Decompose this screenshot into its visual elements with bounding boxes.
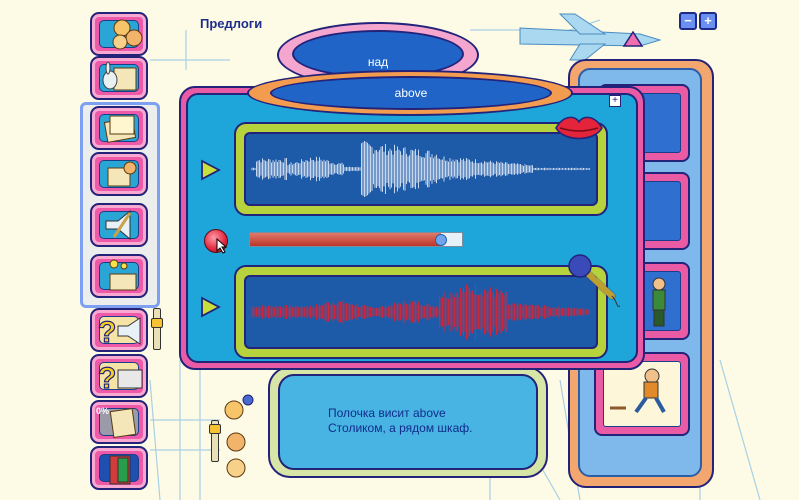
volume-slider-1-knob[interactable] <box>151 318 163 328</box>
mouse-pointer-icon <box>216 238 228 254</box>
svg-text:?: ? <box>98 362 116 395</box>
waveform-trace <box>251 141 590 197</box>
record-button[interactable] <box>204 229 228 253</box>
exit-door-icon <box>109 455 131 485</box>
sentence-panel <box>278 374 538 470</box>
running-boy-illustration <box>610 368 666 414</box>
volume-slider-2-knob[interactable] <box>209 424 221 434</box>
characters-illustration <box>224 394 254 478</box>
vocabulary-cards-icon <box>103 115 137 143</box>
svg-text:?: ? <box>98 316 116 349</box>
lesson-title: Предлоги <box>200 16 263 31</box>
pronunciation-button[interactable] <box>90 203 148 247</box>
boy-illustration <box>652 277 666 327</box>
sentence-line-2: Столиком, а рядом шкаф. <box>328 421 473 435</box>
volume-slider-1[interactable] <box>153 308 161 350</box>
bunny-book-button[interactable] <box>90 56 148 100</box>
quiz-speaker-button[interactable]: ? <box>90 308 148 352</box>
user-waveform <box>251 283 590 341</box>
model-waveform-frame <box>234 122 608 216</box>
bunny-book-icon <box>102 62 137 91</box>
characters-button[interactable] <box>90 12 148 56</box>
progress-badge: 0% <box>96 406 110 416</box>
quiz-speaker-icon: ? <box>97 315 141 350</box>
playback-progress-bar[interactable] <box>249 232 463 247</box>
waveform-trace <box>251 283 590 341</box>
puzzle-game-icon <box>107 161 137 187</box>
characters-icon <box>112 19 143 50</box>
vocabulary-cards-button[interactable] <box>90 106 148 150</box>
word-title: above <box>270 76 552 110</box>
sentence-line-1: Полочка висит above <box>328 406 446 420</box>
microphone-icon <box>568 254 621 307</box>
minimize-button[interactable]: − <box>679 12 697 30</box>
progress-chart-icon <box>109 408 137 438</box>
quiz-typewriter-button[interactable]: ? <box>90 354 148 398</box>
pronunciation-icon <box>105 209 132 241</box>
model-waveform <box>251 141 590 197</box>
play-model-button[interactable] <box>199 159 221 181</box>
airplane-illustration <box>519 13 662 61</box>
playback-progress-fill <box>250 233 441 246</box>
writing-button[interactable] <box>90 254 148 298</box>
scroll-up-icon[interactable] <box>622 30 644 48</box>
volume-slider-2[interactable] <box>211 420 219 462</box>
user-waveform-frame <box>234 265 608 359</box>
maximize-button[interactable]: + <box>699 12 717 30</box>
exit-button[interactable] <box>90 446 148 490</box>
quiz-typewriter-icon: ? <box>97 361 143 396</box>
puzzle-game-button[interactable] <box>90 152 148 196</box>
play-user-button[interactable] <box>199 296 221 318</box>
lips-icon <box>555 116 603 140</box>
playback-progress-knob[interactable] <box>434 234 447 246</box>
expand-button[interactable]: + <box>609 95 621 107</box>
progress-button[interactable]: 0% <box>90 400 148 444</box>
writing-icon <box>109 259 137 291</box>
